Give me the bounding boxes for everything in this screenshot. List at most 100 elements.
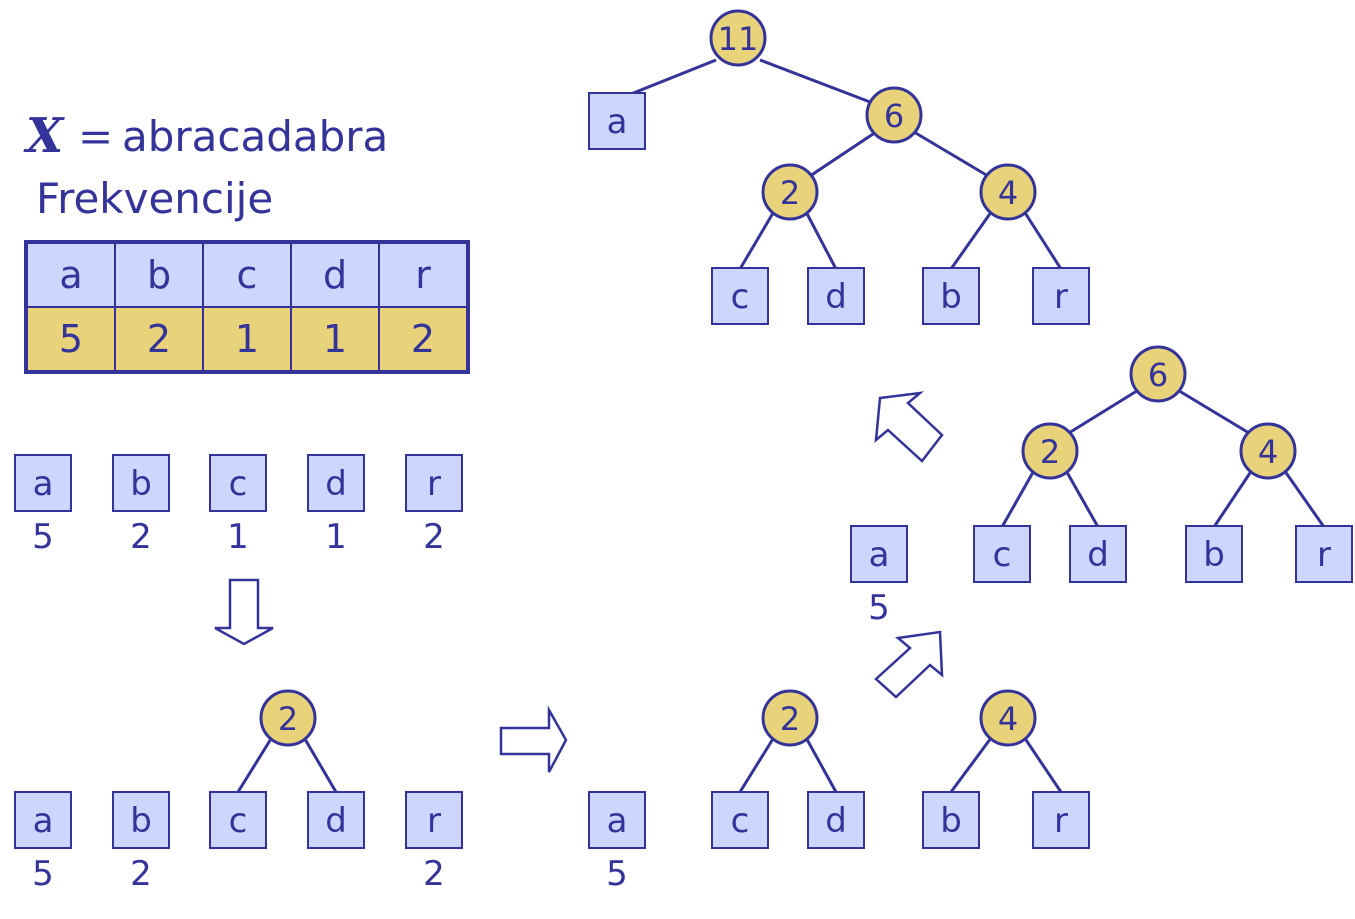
tree-node [1129,345,1187,403]
tree-edge [1000,466,1038,528]
tree-node [979,689,1037,747]
leaf-label: b [940,277,962,317]
leaf-label: r [427,464,441,504]
tree-node [761,163,819,221]
leaf-count: 5 [606,854,628,894]
freq-count: 2 [114,306,204,373]
node-label: 2 [1040,433,1060,471]
node-label: 6 [1148,356,1168,394]
leaf-label: c [229,464,248,504]
leaf-box [1032,267,1090,325]
leaf-box [307,791,365,849]
leaf-count: 5 [32,517,54,557]
leaf-count: 2 [423,517,445,557]
leaf-box [405,791,463,849]
node-label: 11 [718,20,759,58]
leaf-box [973,525,1031,583]
leaf-box [209,454,267,512]
node-label: 2 [278,700,298,738]
tree-edge [625,58,717,98]
down-arrow [214,578,274,646]
leaf-label: b [1203,535,1225,575]
tree-node [1239,422,1297,480]
tree-node [1021,422,1079,480]
leaf-box [209,791,267,849]
leaf-label: r [1317,535,1331,575]
freq-count: 2 [378,306,469,373]
freq-count: 1 [290,306,380,373]
leaf-label: d [1087,535,1109,575]
leaf-box [850,525,908,583]
leaf-box [1185,525,1243,583]
freq-letter: r [378,241,469,308]
leaf-label: c [731,801,750,841]
node-label: 4 [998,700,1018,738]
tree-node [259,689,317,747]
leaf-label: a [33,801,54,841]
leaf-label: d [825,277,847,317]
tree-edge [1175,387,1255,438]
leaf-box [711,267,769,325]
tree-edge [802,207,838,270]
leaf-box [14,791,72,849]
tree-edge [1020,733,1063,793]
leaf-label: b [940,801,962,841]
input-word: abracadabra [122,112,389,161]
freq-letter: c [202,241,292,308]
leaf-label: r [1054,277,1068,317]
node-label: 2 [780,174,800,212]
tree-edge [949,733,996,793]
leaf-box [588,92,646,150]
tree-edge [802,733,838,793]
leaf-count: 2 [130,854,152,894]
frequency-table-letters-row: a b c d r [25,241,469,308]
frequency-table-counts-row: 5 2 1 1 2 [25,306,469,373]
tree-edge [738,733,778,793]
leaf-count: 5 [868,588,890,628]
leaf-box [1069,525,1127,583]
tree-edge [300,733,338,793]
freq-letter: a [25,241,116,308]
leaf-box [14,454,72,512]
leaf-box [922,791,980,849]
diagonal-arrow-upper [874,391,944,463]
freq-letter: b [114,241,204,308]
leaf-count: 5 [32,854,54,894]
leaf-label: c [993,535,1012,575]
leaf-label: c [731,277,750,317]
node-label: 2 [780,700,800,738]
freq-count: 1 [202,306,292,373]
leaf-box [307,454,365,512]
leaf-label: r [427,801,441,841]
tree-edge [236,733,276,793]
tree-edge [809,130,877,178]
leaf-label: d [325,464,347,504]
leaf-box [807,791,865,849]
tree-edge [1280,466,1326,528]
tree-node [865,86,923,144]
leaf-box [112,454,170,512]
node-label: 4 [998,174,1018,212]
tree-edge [738,207,778,270]
leaf-count: 1 [227,517,249,557]
tree-node [709,9,767,67]
freq-count: 5 [25,306,116,373]
leaf-label: r [1054,801,1068,841]
leaf-box [405,454,463,512]
leaf-box [807,267,865,325]
node-label: 6 [884,97,904,135]
leaf-label: b [130,801,152,841]
right-arrow [499,705,568,773]
tree-edge [759,58,871,104]
variable-x: X [26,108,64,164]
leaf-label: c [229,801,248,841]
leaf-label: d [325,801,347,841]
frequencies-heading: Frekvencije [36,174,274,223]
leaf-box [588,791,646,849]
leaf-box [922,267,980,325]
frequency-table: a b c d r 5 2 1 1 2 [24,240,470,374]
diagonal-arrow [874,630,944,699]
freq-letter: d [290,241,380,308]
tree-edge [1020,207,1063,270]
